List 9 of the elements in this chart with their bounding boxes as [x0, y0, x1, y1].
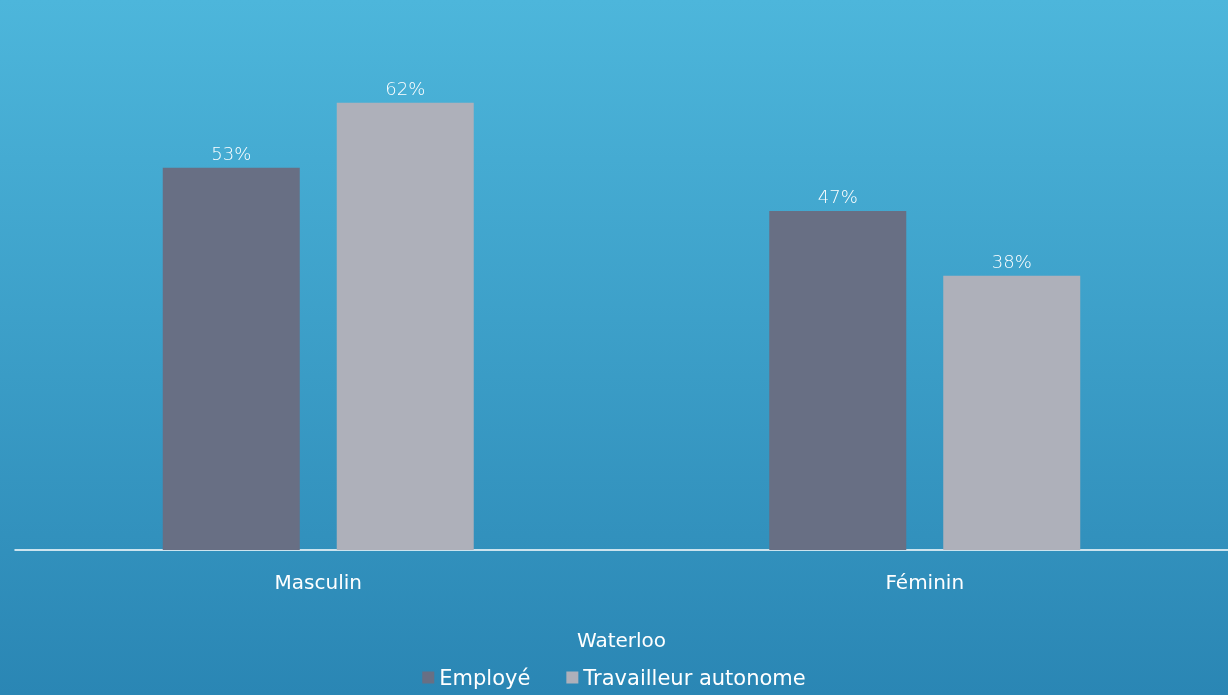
data-label: 62% [385, 78, 426, 100]
x-tick-label: Féminin [885, 570, 965, 594]
x-tick-label: Masculin [274, 570, 362, 594]
data-label: 47% [817, 186, 858, 208]
legend-label: Employé [439, 665, 531, 690]
legend-label: Travailleur autonome [582, 665, 806, 690]
data-label: 38% [991, 251, 1032, 273]
x-axis-title: Waterloo [576, 628, 667, 652]
data-label: 53% [211, 143, 252, 165]
